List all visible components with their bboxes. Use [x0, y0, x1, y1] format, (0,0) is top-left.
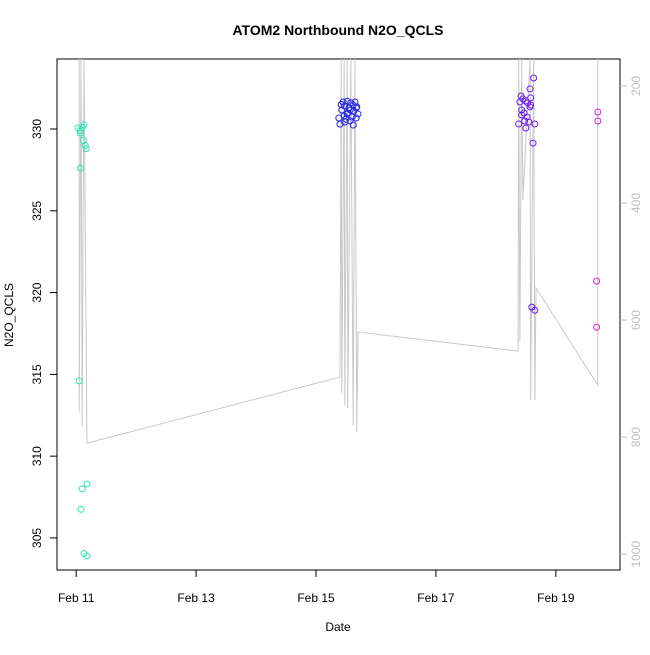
data-point: [349, 121, 357, 129]
y-tick-label: 325: [30, 200, 44, 220]
data-point: [530, 74, 538, 82]
data-point: [338, 106, 346, 114]
y-tick-label: 330: [30, 119, 44, 139]
data-point: [75, 377, 83, 385]
y2-tick-label: 1000: [629, 541, 643, 568]
y-tick-label: 320: [30, 282, 44, 302]
x-tick-label: Feb 17: [417, 591, 455, 605]
data-point: [83, 552, 91, 560]
data-point: [594, 117, 602, 125]
data-point: [354, 110, 362, 118]
data-point: [516, 98, 524, 106]
data-point: [348, 113, 356, 121]
data-point: [335, 114, 343, 122]
data-point: [76, 129, 84, 137]
data-point: [341, 118, 349, 126]
plot-frame: [56, 58, 621, 571]
pressure-line: [78, 58, 599, 444]
y2-tick-label: 600: [629, 310, 643, 330]
data-point: [531, 306, 539, 314]
data-point: [339, 98, 347, 106]
data-point: [526, 85, 534, 93]
x-tick-label: Feb 13: [177, 591, 215, 605]
x-tick-label: Feb 15: [297, 591, 335, 605]
data-point: [529, 139, 537, 147]
data-point: [79, 136, 87, 144]
data-point: [522, 124, 530, 132]
data-point: [594, 108, 602, 116]
data-point: [76, 164, 84, 172]
data-point: [352, 114, 360, 122]
data-point: [526, 103, 534, 111]
x-tick-label: Feb 11: [58, 591, 95, 605]
data-point: [525, 118, 533, 126]
data-point: [352, 104, 360, 112]
y-tick-label: 315: [30, 364, 44, 384]
y-tick-label: 310: [30, 446, 44, 466]
data-point: [343, 110, 351, 118]
y-axis-label: N2O_QCLS: [2, 283, 16, 347]
y2-tick-label: 200: [629, 76, 643, 96]
data-point: [77, 505, 85, 513]
data-point: [81, 141, 89, 149]
data-point: [347, 99, 355, 107]
x-axis-label: Date: [325, 620, 351, 634]
data-point: [83, 480, 91, 488]
data-point: [593, 277, 601, 285]
y2-tick-label: 400: [629, 193, 643, 213]
data-point: [593, 323, 601, 331]
x-tick-label: Feb 19: [537, 591, 575, 605]
chart-title: ATOM2 Northbound N2O_QCLS: [232, 22, 443, 38]
data-point: [531, 120, 539, 128]
data-point: [515, 120, 523, 128]
data-point: [82, 145, 90, 153]
y2-tick-label: 800: [629, 427, 643, 447]
data-point: [521, 117, 529, 125]
y-tick-label: 305: [30, 528, 44, 548]
data-point: [78, 485, 86, 493]
data-point: [518, 111, 526, 119]
data-point: [343, 97, 351, 105]
data-point: [80, 121, 88, 129]
data-point: [527, 94, 535, 102]
